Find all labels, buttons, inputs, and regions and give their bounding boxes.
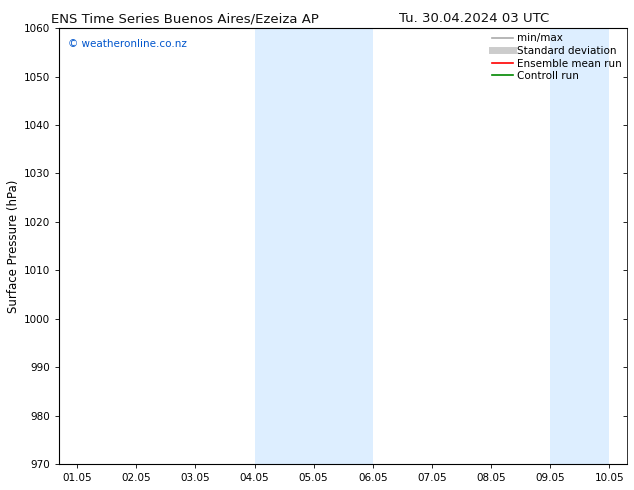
Y-axis label: Surface Pressure (hPa): Surface Pressure (hPa): [7, 179, 20, 313]
Text: ENS Time Series Buenos Aires/Ezeiza AP: ENS Time Series Buenos Aires/Ezeiza AP: [51, 12, 319, 25]
Legend: min/max, Standard deviation, Ensemble mean run, Controll run: min/max, Standard deviation, Ensemble me…: [490, 31, 624, 83]
Text: Tu. 30.04.2024 03 UTC: Tu. 30.04.2024 03 UTC: [399, 12, 550, 25]
Bar: [254, 28, 373, 464]
Text: © weatheronline.co.nz: © weatheronline.co.nz: [68, 39, 187, 49]
Bar: [550, 28, 609, 464]
